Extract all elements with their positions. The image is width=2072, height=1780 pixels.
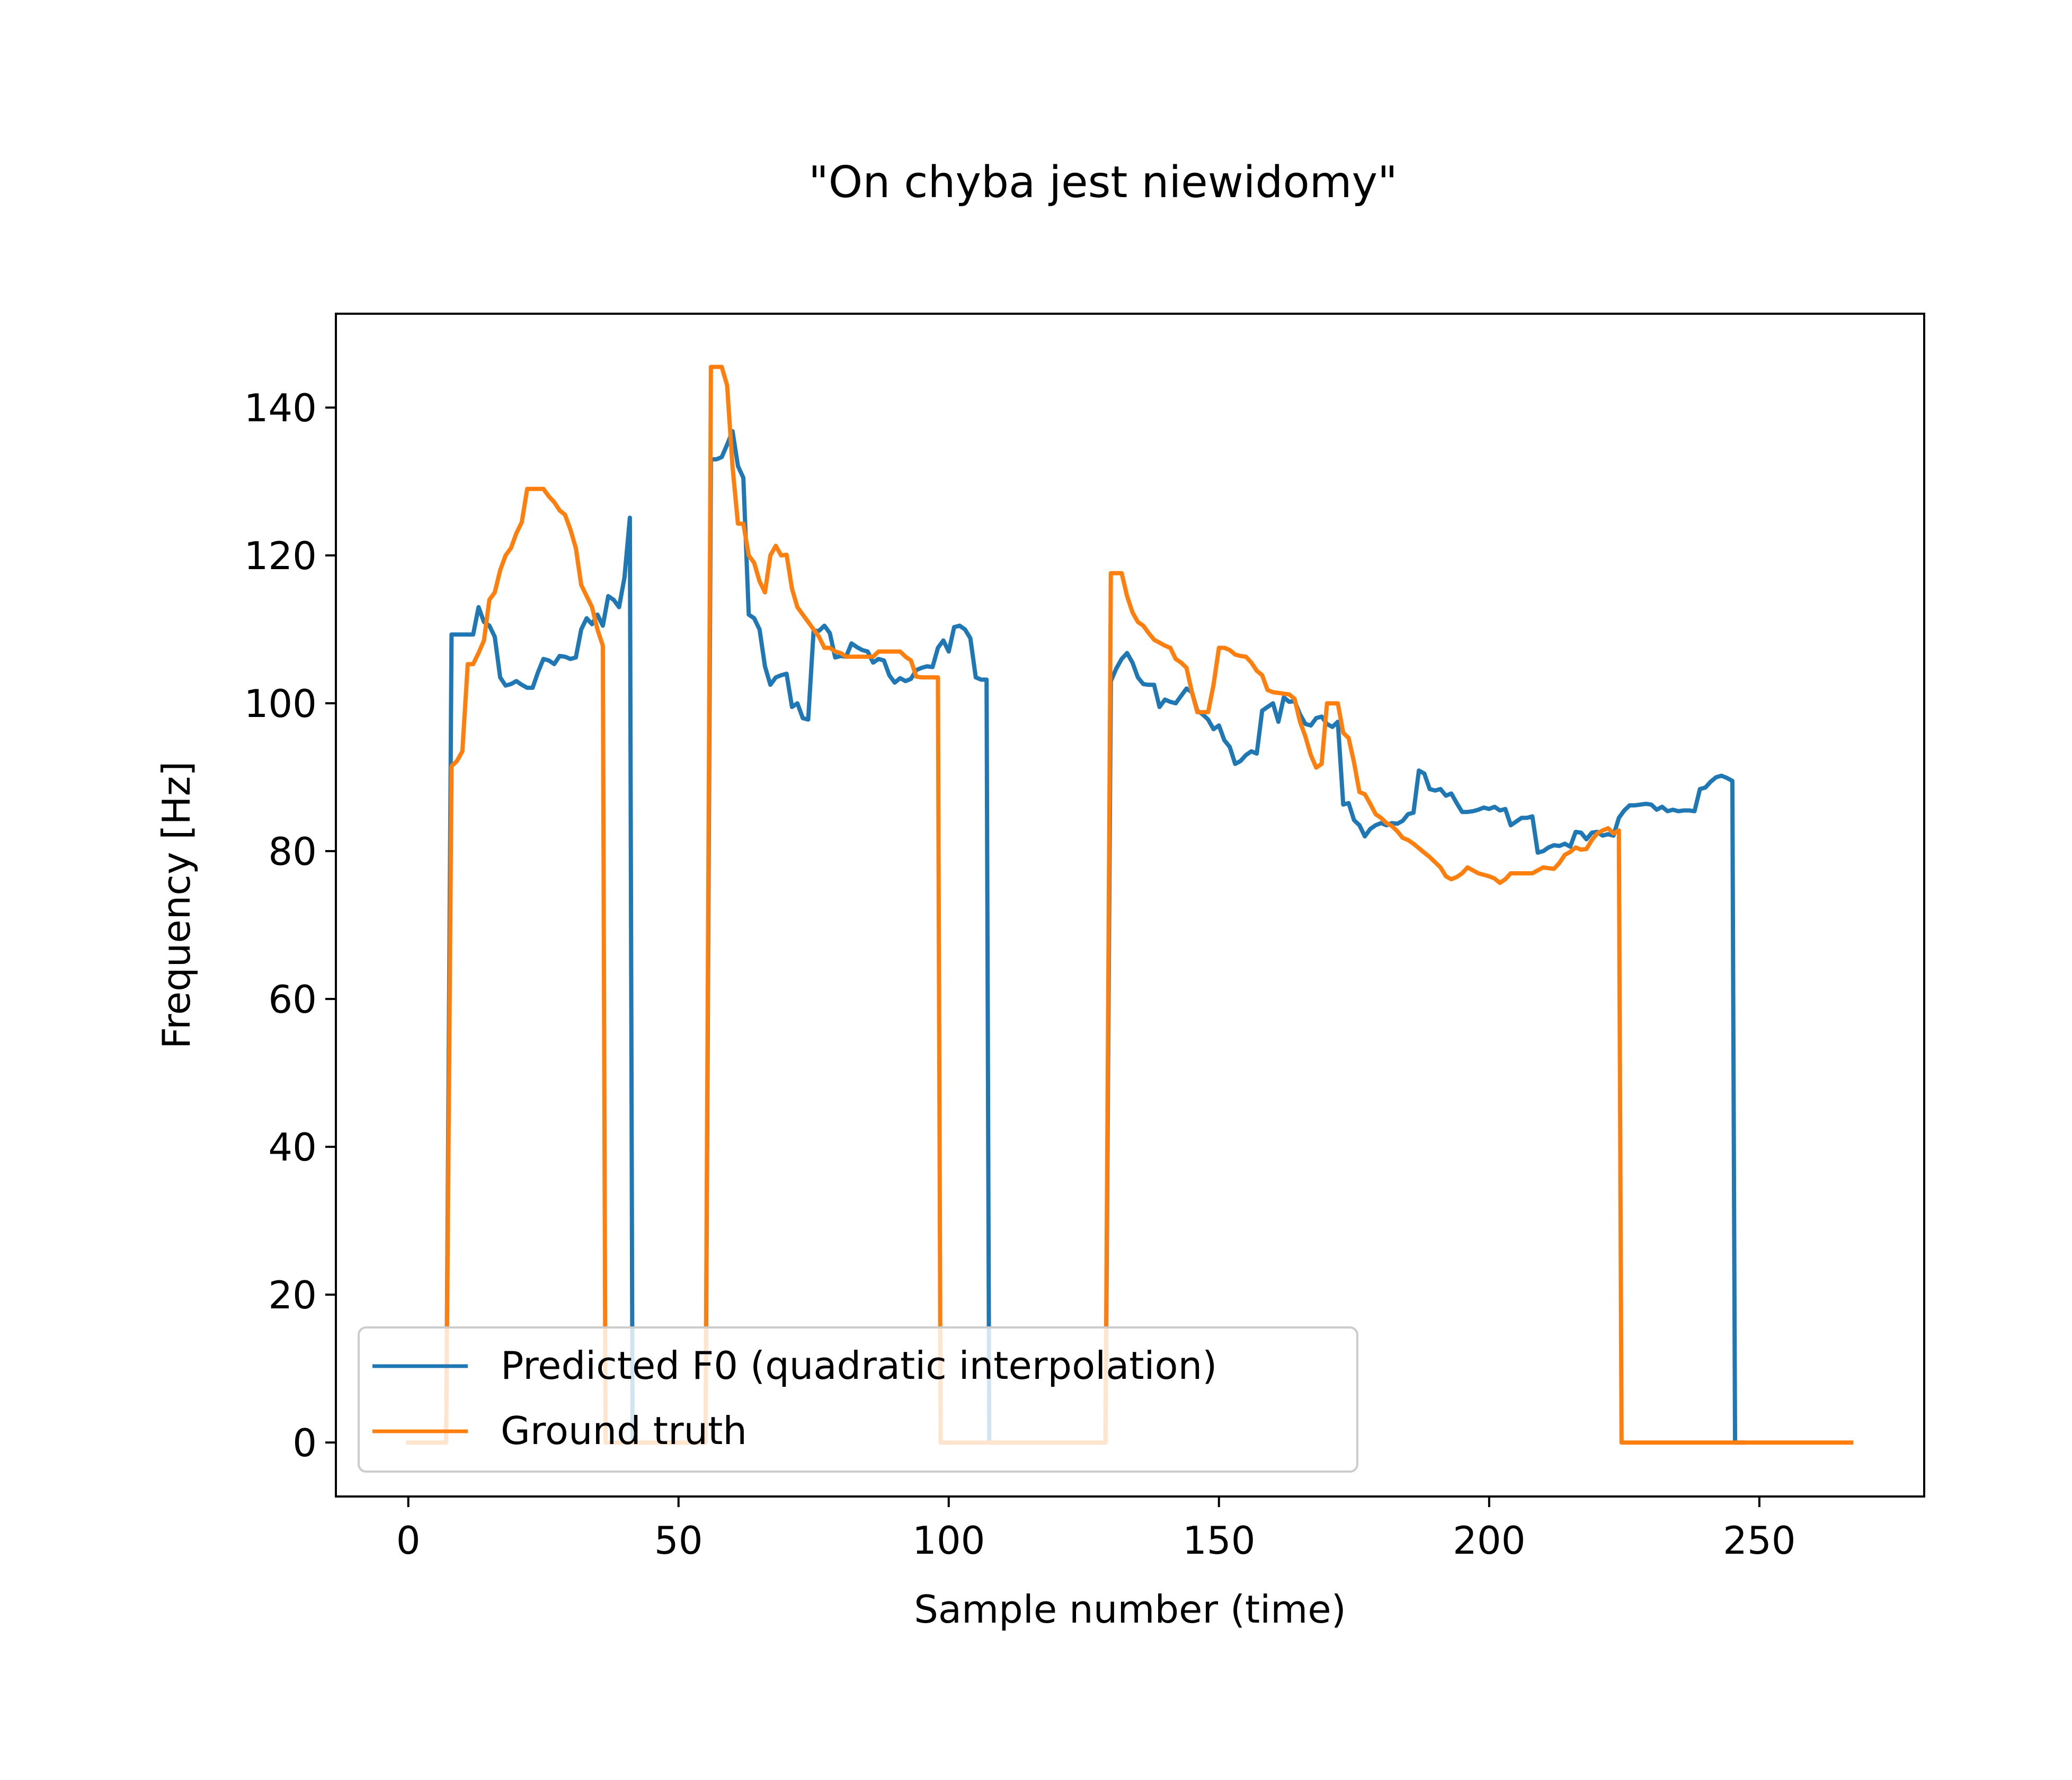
x-tick-label: 0 bbox=[396, 1518, 421, 1563]
y-tick-label: 140 bbox=[244, 386, 317, 430]
y-tick-label: 120 bbox=[244, 534, 317, 578]
legend-label-predicted: Predicted F0 (quadratic interpolation) bbox=[501, 1343, 1217, 1388]
x-axis-label: Sample number (time) bbox=[914, 1587, 1346, 1632]
series-line-0 bbox=[406, 429, 1746, 1445]
y-axis-ticks: 0 20 40 60 80 100 120 140 bbox=[244, 386, 336, 1465]
legend-box bbox=[358, 1326, 1358, 1473]
y-tick-label: 0 bbox=[292, 1421, 317, 1465]
y-axis-label: Frequency [Hz] bbox=[154, 761, 199, 1049]
y-tick-label: 20 bbox=[268, 1273, 317, 1317]
chart-title: "On chyba jest niewidomy" bbox=[808, 157, 1398, 208]
x-tick-label: 250 bbox=[1723, 1518, 1795, 1563]
y-tick-label: 100 bbox=[244, 681, 317, 726]
plot-frame bbox=[335, 313, 1925, 1498]
legend: Predicted F0 (quadratic interpolation) G… bbox=[358, 1326, 1358, 1473]
y-tick-label: 80 bbox=[268, 829, 317, 874]
x-tick-label: 200 bbox=[1453, 1518, 1525, 1563]
series-layer bbox=[406, 365, 1854, 1445]
legend-label-ground-truth: Ground truth bbox=[501, 1409, 747, 1453]
x-axis-ticks: 0 50 100 150 200 250 bbox=[396, 1496, 1796, 1563]
x-tick-label: 150 bbox=[1182, 1518, 1255, 1563]
series-line-1 bbox=[406, 365, 1854, 1445]
x-tick-label: 50 bbox=[654, 1518, 703, 1563]
y-tick-label: 60 bbox=[268, 977, 317, 1022]
y-tick-label: 40 bbox=[268, 1125, 317, 1170]
x-tick-label: 100 bbox=[912, 1518, 985, 1563]
